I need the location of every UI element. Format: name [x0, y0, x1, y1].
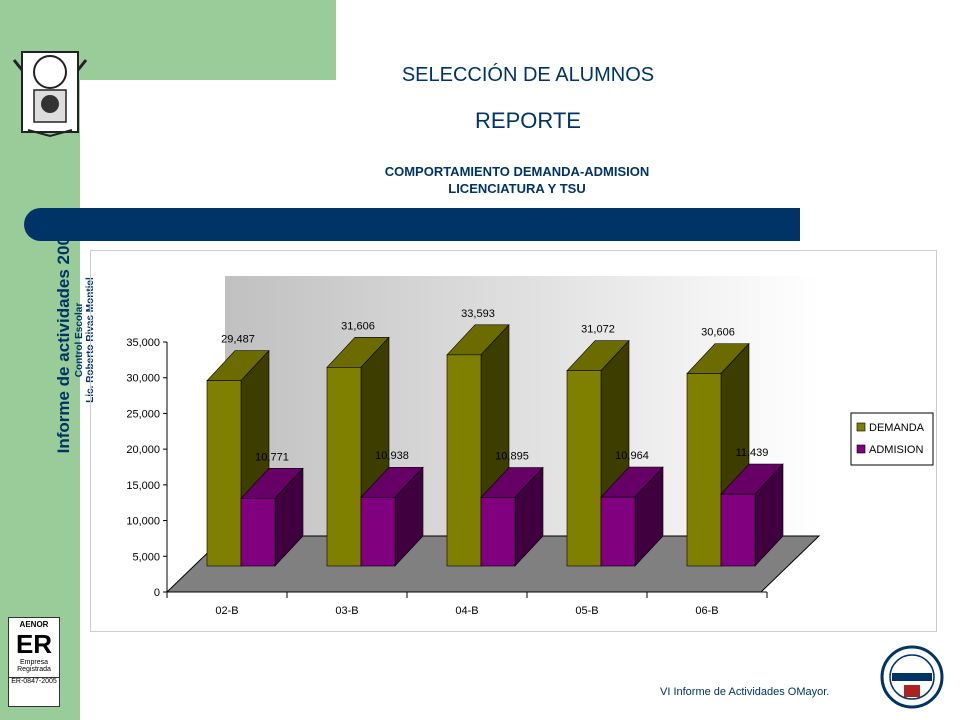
bar-demanda: [326, 367, 362, 567]
legend-swatch: [856, 444, 866, 454]
bar-admision: [480, 497, 516, 567]
y-tick-label: 0: [154, 587, 160, 599]
data-label: 31,072: [581, 324, 615, 336]
x-tick-label: 02-B: [215, 605, 238, 617]
aenor-org: AENOR: [19, 620, 49, 629]
data-label: 10,938: [375, 450, 409, 462]
aenor-code: ER-0847-2005: [9, 677, 59, 685]
data-label: 11,439: [736, 447, 769, 459]
page-title: SELECCIÓN DE ALUMNOS: [401, 64, 655, 86]
aenor-line2: Registrada: [17, 666, 51, 673]
y-tick-label: 30,000: [126, 373, 160, 385]
x-tick-label: 03-B: [335, 605, 358, 617]
iso-9001-seal-icon: [880, 645, 944, 709]
aenor-badge: AENOR ER Empresa Registrada ER-0847-2005: [8, 617, 60, 707]
sidebar-top-band: [80, 0, 336, 80]
x-tick-label: 04-B: [455, 605, 478, 617]
data-label: 29,487: [221, 334, 255, 346]
bar-admision: [240, 497, 276, 567]
legend-box: [850, 412, 934, 466]
y-tick-label: 5,000: [132, 551, 160, 563]
legend-label: DEMANDA: [869, 422, 925, 434]
data-label: 30,606: [701, 327, 735, 339]
footer-text: VI Informe de Actividades OMayor.: [660, 686, 830, 698]
legend-swatch: [856, 422, 866, 432]
bar-demanda: [206, 380, 242, 567]
x-tick-label: 06-B: [695, 605, 718, 617]
bar-admision: [600, 496, 636, 567]
bar-demanda: [686, 373, 722, 567]
page-subtitle: REPORTE: [475, 108, 581, 133]
y-tick-label: 35,000: [126, 337, 160, 349]
data-label: 10,771: [255, 451, 289, 463]
chart-title: COMPORTAMIENTO DEMANDA-ADMISION LICENCIA…: [300, 163, 734, 197]
y-tick-label: 15,000: [126, 480, 160, 492]
chart-container: 0 5,000 10,000 15,000 20,000 25,000 30,000 35,0…: [90, 250, 937, 632]
y-tick-label: 25,000: [126, 408, 160, 420]
y-tick-label: 20,000: [126, 444, 160, 456]
chart-title-line2: LICENCIATURA Y TSU: [448, 181, 586, 196]
legend-label: ADMISION: [869, 444, 923, 456]
demand-admission-chart: 0 5,000 10,000 15,000 20,000 25,000 30,000 35,0…: [126, 276, 934, 617]
bar-demanda: [566, 370, 602, 567]
header-band: [24, 208, 800, 241]
data-label: 10,895: [495, 451, 529, 463]
data-label: 31,606: [341, 320, 375, 332]
chart-title-line1: COMPORTAMIENTO DEMANDA-ADMISION: [384, 164, 650, 179]
data-label: 10,964: [615, 450, 649, 462]
bar-demanda: [446, 354, 482, 567]
data-label: 33,593: [461, 308, 495, 320]
aenor-line1: Empresa: [19, 659, 48, 666]
x-tick-label: 05-B: [575, 605, 598, 617]
university-crest-icon: [12, 51, 88, 138]
aenor-mark: ER: [15, 629, 53, 659]
bar-admision: [360, 496, 396, 567]
sidebar-title: Informe de actividades 2006: [54, 226, 73, 454]
bar-admision: [720, 493, 756, 567]
y-tick-label: 10,000: [126, 516, 160, 528]
sidebar-department: Control Escolar: [74, 302, 85, 378]
